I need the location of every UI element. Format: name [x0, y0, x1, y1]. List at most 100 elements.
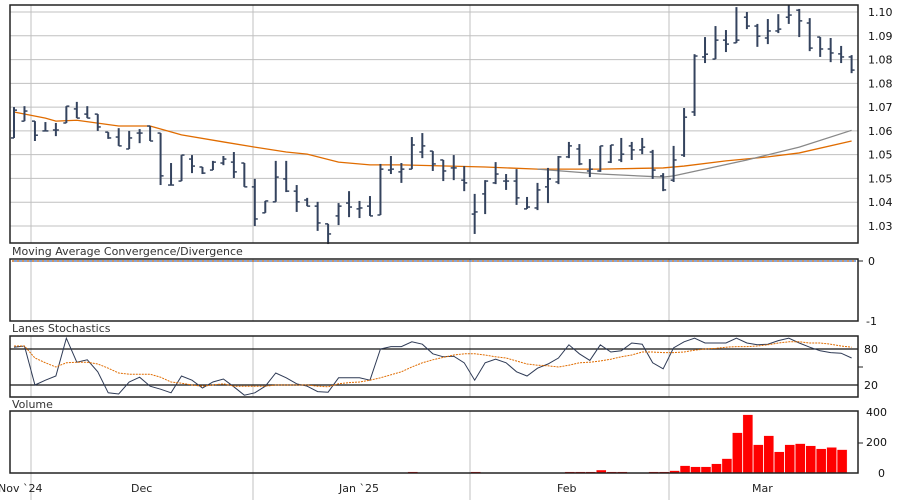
price-frame	[9, 4, 859, 244]
volume-bar	[795, 443, 806, 474]
ohlc-bar	[335, 203, 342, 226]
stoch-tick-label: 20	[864, 379, 878, 392]
volume-bar	[690, 466, 701, 474]
stoch-tick-label: 80	[864, 343, 878, 356]
ohlc-bar	[52, 122, 59, 137]
ohlc-bar	[188, 155, 195, 174]
grid	[10, 5, 858, 500]
month-label-feb: Feb	[557, 482, 576, 495]
ohlc-bar	[63, 105, 70, 124]
ohlc-bar	[827, 37, 834, 63]
month-label-jan: Jan `25	[338, 482, 379, 495]
ohlc-bar	[325, 223, 332, 245]
ohlc-bar	[178, 154, 185, 182]
price-tick-label: 1.08	[868, 77, 893, 90]
ohlc-bar	[419, 133, 426, 159]
ohlc-bar	[220, 155, 227, 166]
ohlc-bar	[639, 137, 646, 155]
vol-frame	[9, 410, 859, 474]
ohlc-bar	[251, 178, 258, 226]
ohlc-bar	[241, 162, 248, 188]
price-tick-labels: 1.10 1.09 1.08 1.08 1.07 1.06 1.05 1.05 1.04 1.03	[868, 6, 893, 233]
ohlc-bar	[115, 128, 122, 147]
price-tick-label: 1.07	[868, 101, 893, 114]
ohlc-bar	[513, 169, 520, 205]
volume-bar	[763, 435, 775, 474]
volume-bar	[774, 451, 785, 474]
stoch-k-line	[13, 336, 852, 396]
stoch-frame	[9, 335, 859, 398]
ohlc-bar	[691, 54, 698, 116]
panel-frames	[9, 4, 859, 474]
price-tick-label: 1.05	[868, 149, 893, 162]
ohlc-bar	[503, 174, 510, 190]
stoch-d-line	[14, 341, 852, 388]
price-tick-label: 1.09	[868, 30, 893, 43]
ohlc-bar	[492, 162, 499, 185]
ohlc-bar	[84, 106, 91, 119]
ohlc-bar	[628, 141, 635, 160]
price-tick-label: 1.03	[868, 220, 893, 233]
ohlc-bar	[73, 101, 80, 119]
ohlc-bar	[471, 193, 478, 234]
volume-bar	[711, 463, 722, 474]
volume-tick-label: 400	[866, 406, 887, 419]
ohlc-bar	[618, 137, 625, 163]
ohlc-bar	[681, 107, 688, 157]
ma-orange-line	[13, 111, 852, 170]
ohlc-bar	[607, 144, 614, 164]
stochastics-title: Lanes Stochastics	[12, 322, 111, 335]
volume-bar	[700, 466, 712, 474]
volume-tick-label: 200	[866, 436, 887, 449]
ohlc-bar	[168, 163, 175, 186]
macd-tick-label: -1	[866, 315, 877, 328]
ohlc-bar	[366, 196, 373, 217]
ohlc-bar	[199, 166, 206, 175]
ohlc-bar	[272, 160, 279, 203]
ohlc-bar	[785, 4, 792, 24]
volume-bar	[753, 444, 764, 474]
ohlc-bar	[293, 185, 300, 212]
ohlc-bar	[440, 159, 447, 182]
ohlc-bar	[649, 149, 656, 179]
ohlc-bar	[597, 145, 604, 172]
ohlc-bar	[806, 18, 813, 52]
ohlc-bar	[283, 160, 290, 193]
ohlc-bar	[377, 163, 384, 216]
volume-title: Volume	[12, 398, 53, 411]
ohlc-bar	[387, 155, 394, 175]
ohlc-bar	[848, 55, 855, 74]
ohlc-bar	[670, 145, 677, 182]
month-label-dec: Dec	[131, 482, 152, 495]
price-tick-label: 1.04	[868, 196, 893, 209]
ohlc-bar	[314, 201, 321, 231]
ohlc-bar	[147, 125, 154, 142]
ohlc-bar	[754, 23, 761, 47]
ohlc-bar	[733, 7, 740, 44]
ohlc-bar	[586, 159, 593, 178]
ohlc-bar	[796, 8, 803, 38]
ohlc-bar	[544, 167, 551, 204]
ma-gray-line	[537, 129, 852, 178]
ohlc-bar	[555, 155, 562, 185]
macd-tick-label: 0	[868, 255, 875, 268]
ohlc-bar	[21, 106, 28, 122]
volume-tick-label: 0	[878, 467, 885, 480]
ohlc-bar	[11, 107, 17, 139]
macd-frame	[9, 258, 859, 322]
volume-bar	[805, 445, 816, 474]
ohlc-bar	[429, 150, 436, 171]
ohlc-bar	[524, 196, 531, 210]
volume-bar	[732, 432, 743, 474]
ohlc-bar	[94, 113, 101, 131]
ohlc-bar	[722, 30, 729, 53]
price-panel	[11, 4, 855, 245]
ohlc-bar	[304, 197, 311, 207]
ohlc-bar	[565, 141, 572, 159]
ohlc-bar	[209, 160, 216, 171]
price-tick-label: 1.05	[868, 172, 893, 185]
ohlc-bar	[764, 19, 771, 45]
volume-bar	[815, 448, 827, 474]
volume-bar	[721, 458, 733, 474]
volume-bar	[836, 449, 848, 474]
